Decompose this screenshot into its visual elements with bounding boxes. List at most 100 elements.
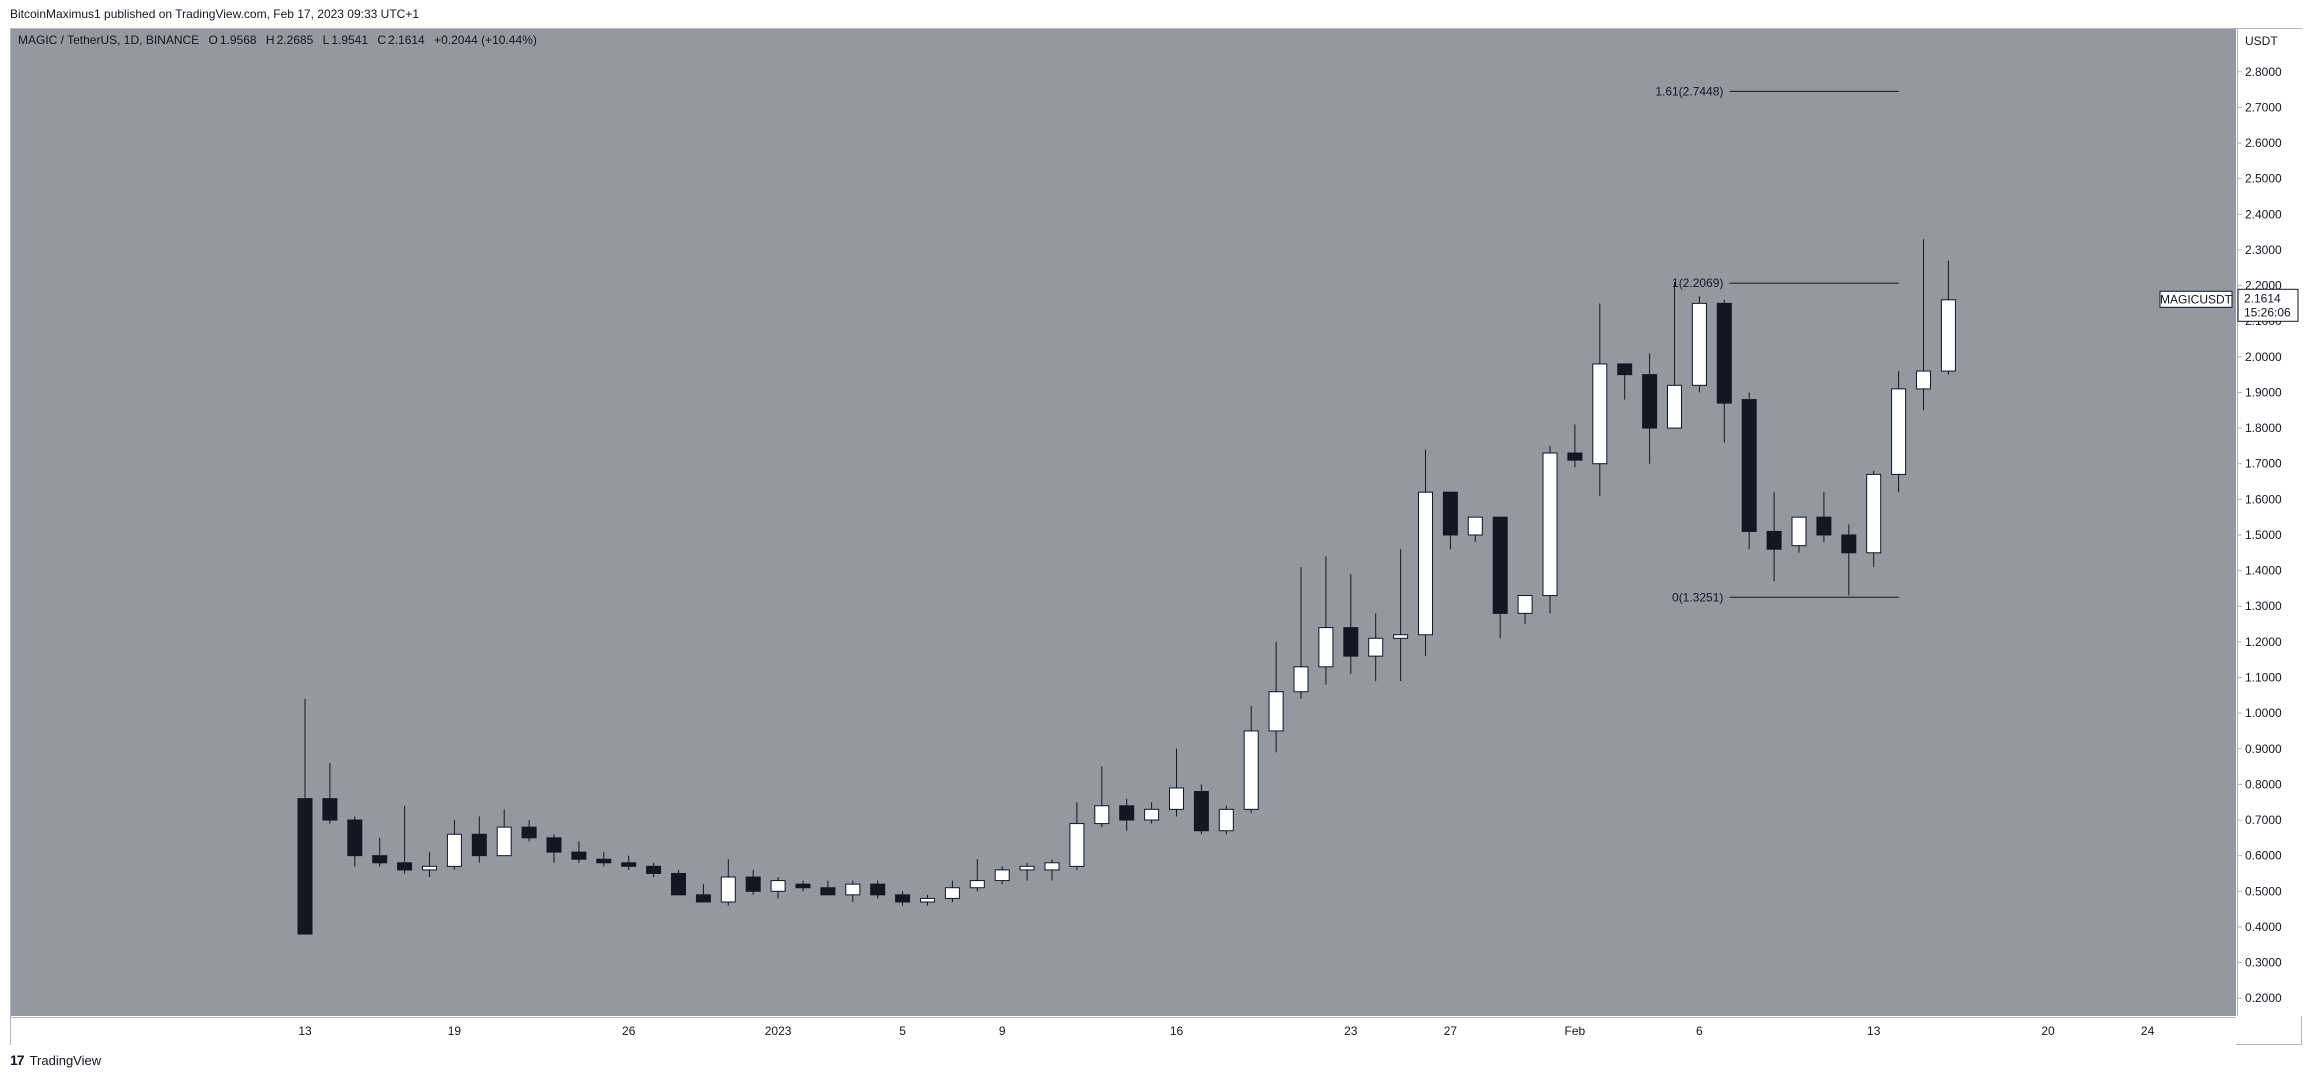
candle-body [845, 883, 861, 896]
candle-body [471, 833, 487, 857]
candle-body [1517, 595, 1533, 614]
candle-body [1418, 491, 1433, 636]
fib-level-label: 1(2.2069) [1672, 276, 1723, 290]
candle-body [1592, 363, 1608, 465]
candle-body [1916, 370, 1931, 390]
y-tick-label: 1.5000 [2245, 528, 2282, 542]
candle-body [1044, 862, 1060, 871]
candle-body [1218, 808, 1234, 832]
x-tick-label: 27 [1444, 1024, 1458, 1038]
chart-plot-area[interactable] [11, 29, 2236, 1016]
candle-body [1393, 634, 1409, 639]
candle-body [1318, 627, 1334, 668]
x-tick-label: 13 [298, 1024, 312, 1038]
x-tick-label: 20 [2041, 1024, 2055, 1038]
x-tick-label: 9 [999, 1024, 1006, 1038]
y-tick-label: 1.1000 [2245, 670, 2282, 684]
symbol-name: MAGIC / TetherUS, 1D, BINANCE [18, 33, 200, 47]
candle-body [1169, 787, 1184, 810]
y-tick-label: 2.5000 [2245, 172, 2282, 186]
candle-body [695, 894, 711, 903]
candle-body [1368, 637, 1384, 657]
y-tick-label: 2.4000 [2245, 207, 2282, 221]
candle-body [1642, 374, 1658, 429]
open-label: O [208, 33, 218, 47]
fib-annotations: 1.61(2.7448) 1(2.2069) 0(1.3251) [1655, 84, 1899, 604]
candle-body [1343, 627, 1359, 657]
candle-body [994, 869, 1010, 882]
candle-body [422, 865, 437, 871]
candle-body [1193, 791, 1209, 832]
y-tick-label: 0.9000 [2245, 742, 2282, 756]
tradingview-logo-icon: 17 [10, 1052, 25, 1068]
open-value: 1.9568 [219, 33, 257, 47]
time-axis[interactable] [11, 1017, 2236, 1045]
x-tick-label: 19 [448, 1024, 462, 1038]
candle-body [372, 855, 388, 864]
y-tick-label: 1.6000 [2245, 492, 2282, 506]
candle-body [1567, 452, 1583, 461]
candle-body [1293, 666, 1309, 693]
candle-body [1791, 516, 1807, 547]
price-axis[interactable] [2237, 29, 2302, 1016]
high-value: 2.2685 [276, 33, 314, 47]
candle-body [1716, 302, 1732, 404]
x-tick-label: 23 [1344, 1024, 1358, 1038]
candle-body [1069, 823, 1085, 867]
candle-body [571, 851, 587, 860]
y-tick-label: 2.0000 [2245, 350, 2282, 364]
candle-body [1617, 363, 1633, 376]
candle-body [1019, 865, 1035, 871]
x-tick-label: 13 [1867, 1024, 1881, 1038]
candle-body [1119, 805, 1135, 821]
candle-body [870, 883, 886, 896]
publisher-text: BitcoinMaximus1 published on TradingView… [10, 7, 420, 21]
y-tick-label: 2.7000 [2245, 100, 2282, 114]
candle-body [1841, 534, 1857, 554]
y-tick-label: 1.2000 [2245, 635, 2282, 649]
y-tick-label: 1.9000 [2245, 385, 2282, 399]
price-tag-box [2237, 288, 2299, 322]
low-value: 1.9541 [331, 33, 369, 47]
candle-body [1667, 384, 1682, 429]
candle-body [1442, 491, 1458, 536]
candle-body [1866, 473, 1882, 554]
x-tick-label: 2023 [765, 1024, 792, 1038]
y-tick-label: 0.3000 [2245, 956, 2282, 970]
candle-body [1766, 530, 1782, 550]
candle-body [1940, 299, 1956, 372]
candle-body [1891, 388, 1907, 475]
candle-body [969, 880, 985, 889]
candle-body [720, 876, 736, 903]
y-tick-label: 1.3000 [2245, 599, 2282, 613]
change-value: +0.2044 (+10.44%) [434, 33, 537, 47]
candle-body [1492, 516, 1508, 614]
close-label: C [377, 33, 387, 47]
price-tag-symbol-box [2159, 290, 2233, 308]
price-tag-symbol: MAGICUSDT [2160, 292, 2233, 306]
y-tick-label: 2.3000 [2245, 243, 2282, 257]
candle-body [347, 819, 363, 857]
footer-brand: 17 TradingView [10, 1052, 101, 1068]
currency-label: USDT [2245, 34, 2278, 48]
y-tick-label: 0.8000 [2245, 777, 2282, 791]
candle-body [770, 880, 786, 892]
candle-body [944, 887, 960, 899]
x-tick-label: 26 [622, 1024, 636, 1038]
candle-body [671, 872, 686, 896]
candle-body [1144, 808, 1160, 821]
y-tick-label: 0.6000 [2245, 849, 2282, 863]
low-label: L [322, 33, 330, 47]
candle-body [1542, 452, 1558, 597]
candle-body [820, 887, 836, 896]
candle-body [297, 798, 313, 935]
candle-body [1741, 399, 1757, 532]
x-tick-label: 24 [2141, 1024, 2155, 1038]
y-tick-label: 0.7000 [2245, 813, 2282, 827]
y-tick-label: 1.7000 [2245, 457, 2282, 471]
price-tag-countdown: 15:26:06 [2244, 305, 2291, 319]
fib-level-label: 1.61(2.7448) [1655, 84, 1723, 98]
